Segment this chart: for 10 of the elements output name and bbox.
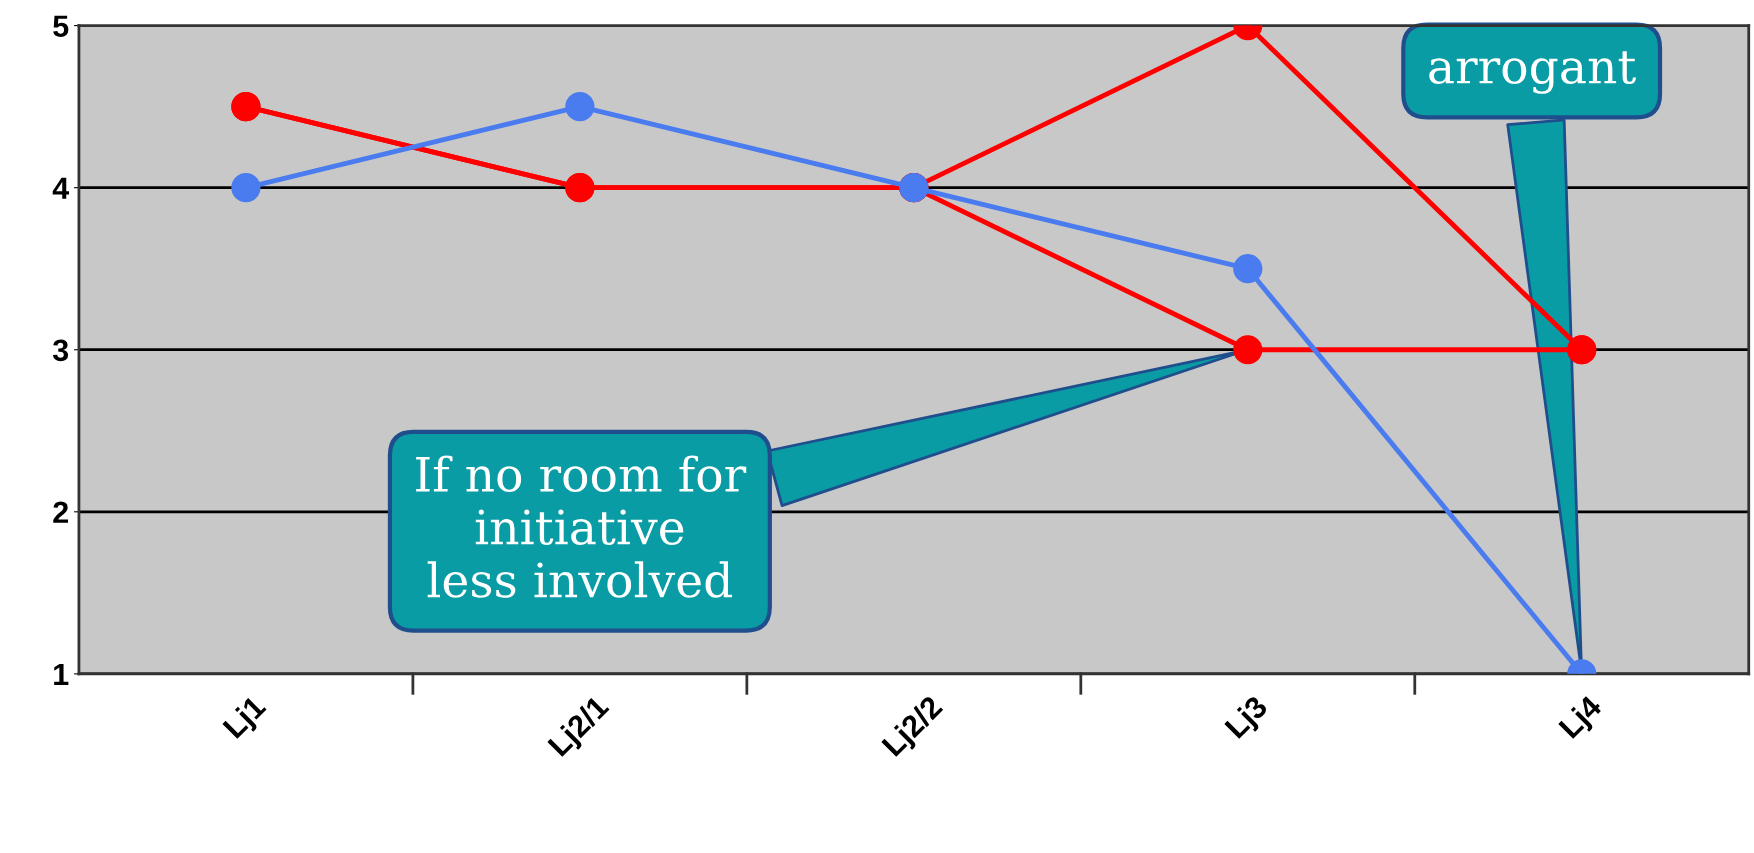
y-tick-label: 1 (54, 663, 69, 685)
annotation: If no room for initiative less involved (416, 455, 747, 598)
annotation: arrogant (1429, 51, 1637, 94)
y-tick-label: 3 (52, 339, 69, 362)
x-tick-label: Lj1 (221, 693, 271, 744)
y-tick-label: 5 (53, 15, 69, 37)
y-tick-label: 4 (52, 177, 70, 199)
y-tick-label: 2 (53, 501, 68, 523)
x-tick-label: Lj4 (1557, 693, 1608, 744)
x-tick-label: Lj3 (1223, 694, 1273, 744)
